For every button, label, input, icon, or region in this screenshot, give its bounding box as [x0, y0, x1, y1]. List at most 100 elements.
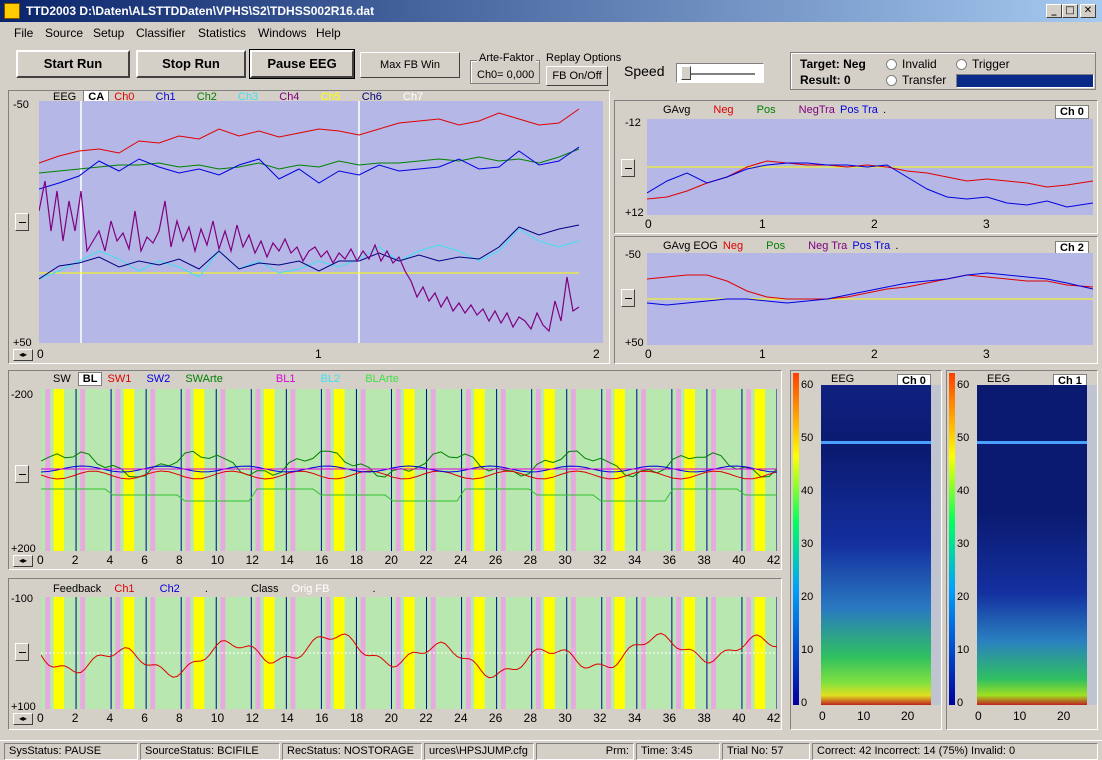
legend-blarte[interactable]: BLArte — [365, 373, 399, 385]
gavg-eog-scale-spinner[interactable] — [621, 289, 635, 307]
fb-onoff-button[interactable]: FB On/Off — [546, 66, 608, 86]
trigger-radio[interactable] — [956, 59, 967, 70]
legend-neg[interactable]: Neg — [713, 104, 734, 116]
sw-scale-spinner[interactable] — [15, 465, 29, 483]
gavg-scale-spinner[interactable] — [621, 159, 635, 177]
legend-ch5[interactable]: Ch5 — [320, 91, 341, 103]
stop-run-button[interactable]: Stop Run — [136, 50, 246, 78]
legend-ch0[interactable]: Ch0 — [114, 91, 135, 103]
gavg-eog-y-top: -50 — [625, 249, 641, 261]
legend-ch1[interactable]: Ch1 — [114, 583, 135, 595]
target-label: Target: Neg — [800, 57, 866, 71]
spectro0-x-tick: 20 — [901, 709, 915, 723]
transfer-radio[interactable] — [886, 75, 897, 86]
legend-swarte[interactable]: SWArte — [185, 373, 223, 385]
legend-postra[interactable]: Pos Tra — [852, 240, 891, 252]
y-tick-label: 10 — [801, 644, 814, 656]
legend-class[interactable]: Class — [251, 583, 279, 595]
speed-slider-thumb[interactable] — [681, 66, 691, 80]
feedback-scale-spinner[interactable] — [15, 643, 29, 661]
legend-ch2[interactable]: Ch2 — [159, 583, 180, 595]
menu-classifier[interactable]: Classifier — [136, 26, 186, 40]
x-tick-label: 0 — [37, 711, 44, 725]
legend-sw: SW — [53, 373, 71, 385]
x-tick-label: 16 — [315, 553, 329, 567]
x-tick-label: 20 — [384, 711, 398, 725]
x-tick-label: 20 — [384, 553, 398, 567]
max-fb-win-button[interactable]: Max FB Win — [360, 52, 460, 78]
menu-windows[interactable]: Windows — [258, 26, 307, 40]
legend-sw2[interactable]: SW2 — [146, 373, 171, 385]
y-tick-label: 60 — [957, 379, 970, 391]
speed-slider[interactable] — [676, 63, 764, 83]
title-bar: TTD2003 D:\Daten\ALSTTDDaten\VPHS\S2\TDH… — [0, 0, 1102, 22]
gavg-x-tick: 3 — [983, 217, 990, 231]
spectrogram-ch0: EEG Ch 0 60 50 40 30 20 10 0 0 10 20 — [790, 370, 942, 730]
legend-pos[interactable]: Pos — [756, 104, 776, 116]
menu-help[interactable]: Help — [316, 26, 341, 40]
menu-source[interactable]: Source — [45, 26, 84, 40]
legend-ch6[interactable]: Ch6 — [361, 91, 382, 103]
legend-negtra[interactable]: Neg Tra — [808, 240, 848, 252]
x-tick-label: 10 — [210, 711, 225, 725]
start-run-button[interactable]: Start Run — [16, 50, 130, 78]
legend-neg[interactable]: Neg — [722, 240, 744, 252]
maximize-button[interactable]: □ — [1062, 4, 1078, 18]
legend-ch2[interactable]: Ch2 — [196, 91, 217, 103]
spectro1-title: EEG — [987, 373, 1011, 385]
spectro1-x-tick: 10 — [1013, 709, 1027, 723]
legend-gavg: GAvg — [663, 104, 691, 116]
gavg-eog-plot — [647, 253, 1093, 345]
pause-eeg-button[interactable]: Pause EEG — [249, 49, 355, 79]
x-tick-label: 18 — [349, 711, 364, 725]
legend-sw1[interactable]: SW1 — [107, 373, 132, 385]
spectro1-x-tick: 20 — [1057, 709, 1071, 723]
menu-file[interactable]: File — [14, 26, 34, 40]
x-tick-label: 36 — [662, 553, 677, 567]
legend-bl[interactable]: BL — [77, 372, 103, 386]
eeg-plot — [39, 101, 603, 343]
legend-bl1[interactable]: BL1 — [275, 373, 296, 385]
legend-ca[interactable]: CA — [83, 90, 110, 104]
feedback-legend: Feedback Ch1 Ch2 . Class Orig FB . — [53, 583, 376, 595]
y-tick-label: 30 — [801, 538, 814, 550]
x-tick-label: 26 — [488, 553, 503, 567]
feedback-scroll-arrows[interactable]: ◂▸ — [13, 713, 33, 725]
legend-postra[interactable]: Pos Tra — [840, 104, 878, 116]
summary-status: Correct: 42 Incorrect: 14 (75%) Invalid:… — [812, 743, 1098, 760]
menu-statistics[interactable]: Statistics — [198, 26, 247, 40]
legend-pos[interactable]: Pos — [766, 240, 786, 252]
legend-ch4[interactable]: Ch4 — [279, 91, 300, 103]
colorbar — [793, 373, 799, 705]
eeg-scroll-arrows[interactable]: ◂▸ — [13, 349, 33, 361]
menu-setup[interactable]: Setup — [93, 26, 125, 40]
sw-scroll-arrows[interactable]: ◂▸ — [13, 555, 33, 567]
y-tick-label: 30 — [957, 538, 970, 550]
x-tick-label: 30 — [558, 711, 572, 725]
legend-bl2[interactable]: BL2 — [320, 373, 341, 385]
x-tick-label: 28 — [523, 553, 538, 567]
sw-legend: SW BL SW1 SW2 SWArte BL1 BL2 BLArte — [53, 372, 399, 386]
invalid-radio[interactable] — [886, 59, 897, 70]
eeg-chart: EEG CA Ch0 Ch1 Ch2 Ch3 Ch4 Ch5 Ch6 Ch7 -… — [8, 90, 610, 364]
legend-negtra[interactable]: NegTra — [798, 104, 835, 116]
eeg-scale-spinner[interactable] — [15, 213, 29, 231]
app-icon — [4, 3, 20, 19]
gavg-eog-ch-label[interactable]: Ch 2 — [1055, 241, 1089, 255]
minimize-button[interactable]: _ — [1046, 4, 1062, 18]
close-button[interactable]: ✕ — [1080, 4, 1096, 18]
x-tick-label: 34 — [627, 553, 642, 567]
x-tick-label: 32 — [593, 553, 607, 567]
legend-ch1[interactable]: Ch1 — [155, 91, 176, 103]
gavg-eog-legend: GAvg EOG Neg Pos Neg Tra Pos Tra . — [663, 240, 898, 252]
feedback-plot — [41, 597, 777, 709]
y-tick-label: 20 — [801, 591, 814, 603]
legend-orig-fb[interactable]: Orig FB — [291, 583, 330, 595]
x-tick-label: 30 — [558, 553, 572, 567]
result-label: Result: 0 — [800, 73, 851, 87]
gavg-eog-x-tick: 2 — [871, 347, 878, 361]
legend-feedback: Feedback — [53, 583, 102, 595]
legend-ch7[interactable]: Ch7 — [403, 91, 424, 103]
legend-ch3[interactable]: Ch3 — [238, 91, 259, 103]
gavg-ch-label[interactable]: Ch 0 — [1055, 105, 1089, 119]
